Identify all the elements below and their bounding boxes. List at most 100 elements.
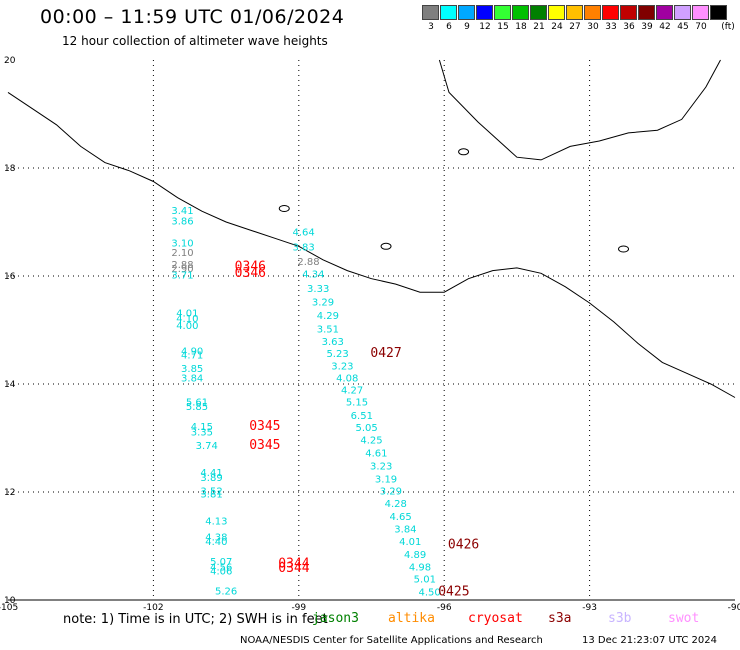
satellite-legend-item: jason3	[312, 611, 359, 626]
wave-height-color-scale	[422, 5, 728, 20]
latitude-tick-label: 10	[4, 596, 16, 606]
satellite-legend-item: swot	[668, 611, 700, 626]
wave-height-label: 4.64	[293, 228, 315, 239]
wave-height-label: 5.05	[356, 423, 378, 434]
color-swatch	[584, 5, 601, 20]
color-scale-label: 27	[569, 22, 581, 32]
wave-height-label: 4.89	[404, 550, 426, 561]
wave-height-label: 3.33	[307, 284, 329, 295]
color-scale-label: 42	[659, 22, 671, 32]
longitude-tick-label: -93	[582, 603, 597, 613]
color-scale-label: 24	[551, 22, 563, 32]
color-scale-label: 70	[695, 22, 707, 32]
color-swatch	[656, 5, 673, 20]
wave-height-label: 4.08	[336, 373, 358, 384]
wave-height-label: 2.88	[171, 260, 193, 271]
wave-height-label: 3.86	[171, 217, 193, 228]
wave-height-label: 4.10	[176, 314, 198, 325]
wave-height-label: 4.01	[176, 309, 198, 320]
color-swatch	[458, 5, 475, 20]
color-swatch	[638, 5, 655, 20]
color-swatch	[566, 5, 583, 20]
longitude-tick-label: -96	[437, 603, 452, 613]
longitude-tick-label: -99	[291, 603, 306, 613]
color-swatch	[674, 5, 691, 20]
wave-height-label: 4.01	[399, 537, 421, 548]
pass-time-label: 0346	[235, 260, 266, 275]
wave-height-label: 3.81	[200, 489, 222, 500]
color-scale-unit: (ft)	[721, 22, 735, 32]
color-swatch	[620, 5, 637, 20]
color-swatch	[602, 5, 619, 20]
longitude-tick-label: -105	[0, 603, 18, 613]
longitude-tick-label: -102	[143, 603, 163, 613]
wave-height-label: 4.15	[191, 422, 213, 433]
latitude-tick-label: 16	[4, 272, 16, 282]
wave-height-label: 4.65	[389, 512, 411, 523]
wave-height-label: 4.56	[210, 562, 232, 573]
satellite-legend-item: s3b	[608, 611, 632, 626]
wave-height-label: 4.29	[317, 311, 339, 322]
pass-time-label: 0426	[448, 538, 479, 553]
wave-height-label: 4.50	[419, 588, 441, 599]
latitude-tick-label: 14	[4, 380, 16, 390]
color-scale-labels: 3 6 9 12 15 18 21 24 27 30 33 36 39 42 45 70 (ft)	[422, 22, 740, 34]
wave-height-label: 3.23	[331, 361, 353, 372]
wave-height-label: 3.41	[171, 206, 193, 217]
color-swatch	[422, 5, 439, 20]
wave-height-label: 3.84	[394, 525, 416, 536]
wave-height-label: 5.85	[186, 402, 208, 413]
pass-time-label: 0344	[278, 557, 309, 572]
wave-height-label: 4.98	[409, 562, 431, 573]
color-swatch	[440, 5, 457, 20]
latitude-tick-label: 18	[4, 164, 16, 174]
wave-height-label: 3.52	[200, 487, 222, 498]
wave-height-label: 3.35	[191, 427, 213, 438]
lake-outline	[458, 148, 470, 156]
color-scale-label: 33	[605, 22, 617, 32]
pass-time-label: 0346	[235, 266, 266, 281]
wave-height-label: 3.74	[196, 441, 218, 452]
pass-time-label: 0345	[249, 438, 280, 453]
wave-height-label: 4.34	[302, 270, 324, 281]
note-text: note: 1) Time is in UTC; 2) SWH is in fe…	[63, 612, 328, 627]
wave-height-label: 5.23	[326, 349, 348, 360]
color-scale-label: 30	[587, 22, 599, 32]
color-swatch	[512, 5, 529, 20]
pass-time-label: 0427	[370, 346, 401, 361]
color-scale-label: 36	[623, 22, 635, 32]
latitude-tick-label: 20	[4, 56, 16, 66]
wave-height-label: 5.15	[346, 398, 368, 409]
wave-height-label: 4.90	[181, 346, 203, 357]
pacific-coastline	[7, 91, 736, 398]
satellite-legend-item: s3a	[548, 611, 572, 626]
wave-height-label: 5.07	[210, 557, 232, 568]
wave-height-label: 4.28	[385, 499, 407, 510]
color-scale-label: 12	[479, 22, 491, 32]
wave-height-label: 3.19	[375, 474, 397, 485]
satellite-legend-item: altika	[388, 611, 435, 626]
wave-height-label: 2.90	[171, 264, 193, 275]
satellite-legend-item: cryosat	[468, 611, 523, 626]
pass-time-label: 0344	[278, 561, 309, 576]
wave-height-label: 5.26	[215, 587, 237, 598]
wave-height-label: 6.51	[351, 411, 373, 422]
lake-outline	[380, 242, 392, 250]
color-swatch	[692, 5, 709, 20]
color-scale-label: 39	[641, 22, 653, 32]
wave-height-label: 4.06	[210, 567, 232, 578]
footer-timestamp: 13 Dec 21:23:07 UTC 2024	[582, 635, 717, 646]
map-subtitle: 12 hour collection of altimeter wave hei…	[62, 34, 328, 48]
color-swatch	[476, 5, 493, 20]
pass-time-label: 0425	[438, 585, 469, 600]
pass-time-label: 0345	[249, 419, 280, 434]
wave-height-label: 3.51	[317, 325, 339, 336]
wave-height-label: 3.85	[181, 364, 203, 375]
wave-height-label: 3.83	[293, 243, 315, 254]
longitude-tick-label: -90	[728, 603, 740, 613]
wave-height-label: 3.89	[200, 473, 222, 484]
color-swatch	[530, 5, 547, 20]
color-scale-label: 15	[497, 22, 509, 32]
